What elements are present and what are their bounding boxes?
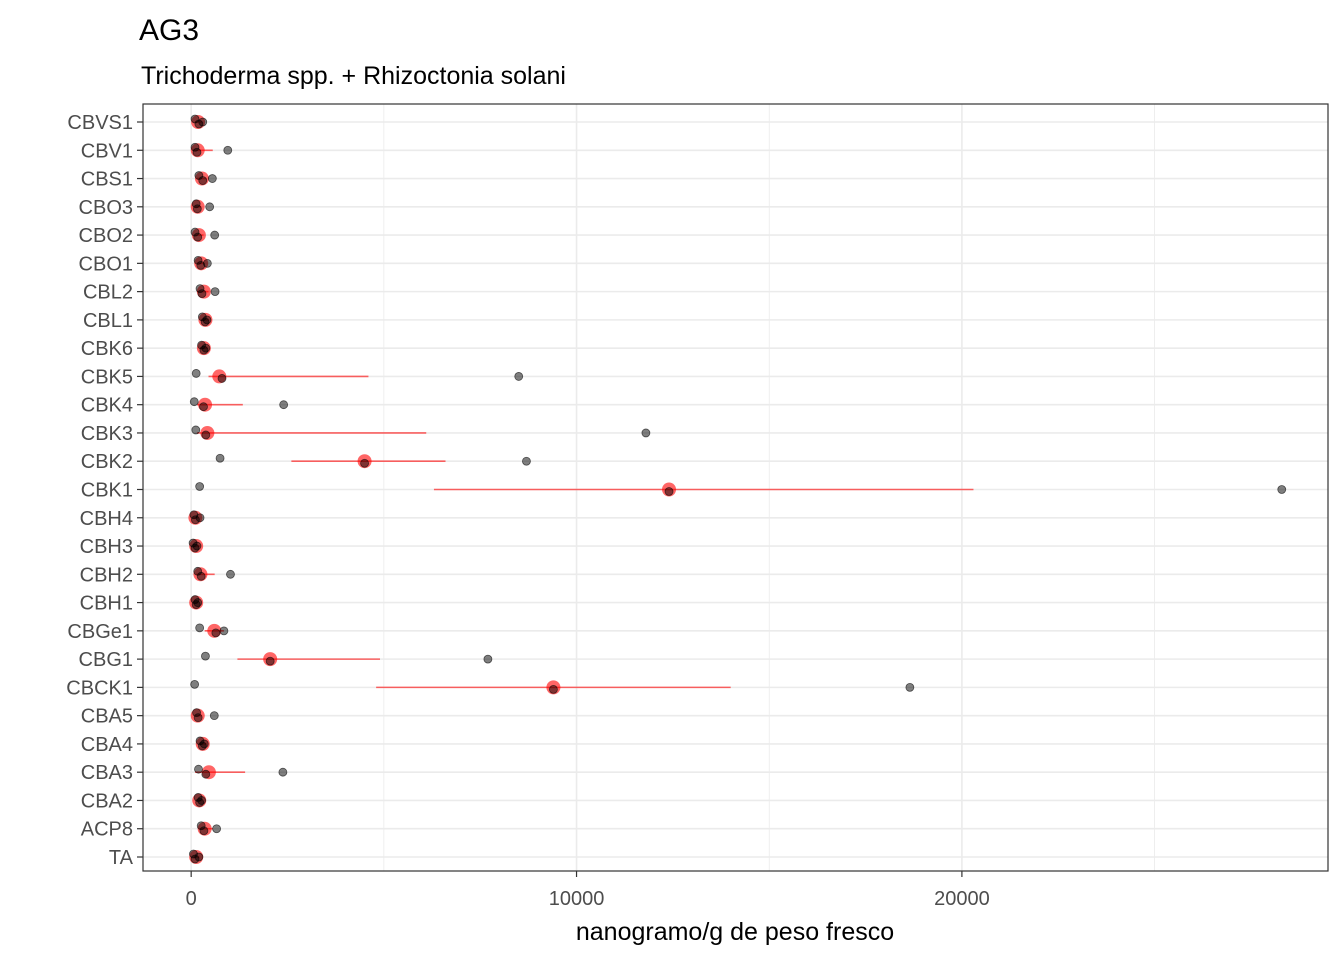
data-point [664, 487, 674, 496]
data-point [201, 651, 210, 661]
data-point [191, 425, 201, 435]
y-tick-label: CBS1 [81, 169, 133, 191]
chart-subtitle: Trichoderma spp. + Rhizoctonia solani [141, 62, 566, 90]
data-point [192, 147, 202, 157]
data-point [195, 513, 205, 523]
data-point [207, 174, 217, 183]
data-point [192, 541, 202, 551]
data-point [483, 654, 493, 664]
y-tick-label: CBA4 [81, 734, 133, 756]
x-tick-label: 10000 [549, 888, 605, 910]
data-point [201, 769, 211, 779]
y-tick-label: CBK1 [81, 480, 133, 502]
y-tick-label: CBO1 [79, 253, 133, 275]
y-tick-label: CBH4 [80, 508, 133, 530]
data-point [219, 626, 229, 636]
data-point [905, 682, 915, 692]
x-tick-label: 20000 [934, 888, 990, 910]
y-tick-label: CBVS1 [67, 112, 133, 134]
y-tick-label: CBL2 [83, 282, 133, 304]
y-tick-label: CBGe1 [67, 621, 133, 643]
y-tick-label: CBV1 [81, 140, 133, 162]
axes: 0 10000 20000 CBVS1 CBV1 CBS1 CBO3 CBO2 CBO1 CBL2… [66, 112, 989, 910]
y-tick-label: CBK5 [81, 366, 133, 388]
data-point [198, 176, 208, 185]
data-point [217, 374, 227, 383]
data-point [197, 289, 207, 299]
y-tick-label: CBK3 [81, 423, 133, 445]
data-point [199, 739, 209, 749]
y-tick-label: CBH2 [80, 564, 133, 586]
y-tick-label: TA [109, 847, 134, 869]
data-point [210, 230, 220, 240]
data-point [205, 202, 215, 212]
data-point [202, 258, 212, 268]
data-point [193, 598, 203, 607]
data-point [189, 397, 199, 407]
data-point [194, 852, 204, 862]
data-point [211, 628, 221, 638]
data-point [522, 456, 531, 466]
y-tick-label: ACP8 [81, 819, 133, 841]
data-point [279, 400, 289, 410]
data-point [199, 402, 208, 412]
y-tick-label: CBCK1 [66, 677, 133, 699]
points-layer [188, 114, 1287, 864]
x-tick-label: 0 [186, 888, 197, 910]
data-point [195, 623, 205, 633]
y-tick-label: CBA2 [81, 790, 133, 812]
data-point [192, 204, 202, 214]
y-tick-label: CBH3 [80, 536, 133, 558]
data-point [190, 679, 200, 689]
data-point [191, 369, 201, 378]
data-point [215, 453, 225, 463]
y-tick-label: CBK4 [81, 395, 133, 417]
data-point [360, 458, 369, 468]
data-point [195, 482, 205, 491]
panel-border [142, 103, 1329, 872]
y-tick-label: CBK2 [81, 451, 133, 473]
data-point [514, 372, 524, 381]
data-point [196, 571, 206, 581]
y-tick-label: CBG1 [79, 649, 133, 671]
data-point [226, 569, 235, 579]
data-point [193, 232, 203, 242]
y-tick-label: CBK6 [81, 338, 133, 360]
y-tick-label: CBA3 [81, 762, 133, 784]
data-point [201, 343, 211, 353]
data-point [641, 428, 651, 438]
y-tick-label: CBH1 [80, 593, 133, 615]
y-tick-label: CBO3 [79, 197, 133, 219]
y-tick-label: CBA5 [81, 706, 133, 728]
data-point [194, 764, 203, 774]
data-point [201, 430, 211, 440]
data-point [265, 656, 275, 666]
data-point [549, 684, 558, 694]
data-point [199, 826, 209, 836]
data-point [278, 767, 288, 777]
chart-title: AG3 [139, 14, 199, 47]
data-point [193, 713, 203, 723]
data-point [198, 117, 208, 127]
data-point [1277, 485, 1287, 494]
x-axis-title: nanogramo/g de peso fresco [576, 918, 894, 946]
data-point [209, 711, 219, 721]
data-point [202, 315, 212, 325]
data-point [223, 145, 233, 155]
data-point [212, 824, 222, 834]
y-tick-label: CBL1 [83, 310, 133, 332]
grid [143, 104, 1328, 871]
data-point [210, 287, 220, 297]
y-tick-label: CBO2 [79, 225, 133, 247]
data-point [197, 796, 206, 805]
